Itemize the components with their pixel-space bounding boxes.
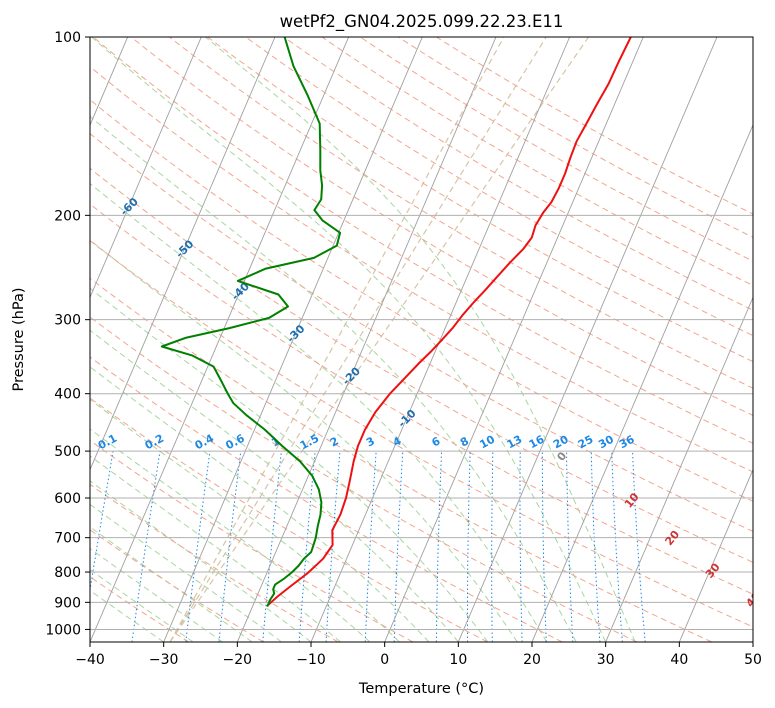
moist-adiabat-line bbox=[90, 569, 194, 642]
moist-adiabat-line bbox=[90, 589, 164, 642]
y-tick-label: 1000 bbox=[45, 622, 81, 638]
dry-adiabat-line bbox=[90, 483, 339, 642]
mixing-ratio-label: 25 bbox=[576, 433, 596, 452]
theta-e-curve bbox=[169, 37, 505, 642]
x-tick-label: 30 bbox=[597, 652, 615, 668]
y-tick-label: 200 bbox=[54, 208, 81, 224]
x-tick-label: −30 bbox=[149, 652, 179, 668]
dry-adiabat-line bbox=[90, 167, 753, 563]
isotherm-line bbox=[605, 296, 753, 642]
theta-e-label: 40 bbox=[743, 589, 763, 609]
moist-adiabat-line bbox=[90, 480, 312, 642]
x-axis: −40 −30 −20 −10 0 10 20 30 40 50 bbox=[75, 642, 762, 668]
skewed-isotherms bbox=[90, 37, 753, 642]
isotherm-line bbox=[236, 37, 497, 642]
moist-adiabat-line bbox=[90, 329, 459, 642]
dry-adiabat-line bbox=[90, 203, 753, 595]
dry-adiabat-line bbox=[130, 37, 753, 417]
dry-adiabat-line bbox=[90, 240, 753, 628]
isotherm-line bbox=[457, 37, 718, 642]
dewpoint-profile-line bbox=[160, 37, 342, 608]
dry-adiabat-line bbox=[169, 37, 753, 389]
x-tick-label: 20 bbox=[523, 652, 541, 668]
x-tick-label: −10 bbox=[296, 652, 326, 668]
moist-adiabat-line bbox=[90, 37, 607, 642]
moist-adiabat-line bbox=[90, 239, 518, 642]
theta-e-curve bbox=[169, 37, 547, 642]
y-tick-label: 300 bbox=[54, 313, 81, 329]
mixing-ratio-line bbox=[131, 451, 161, 642]
dry-adiabat-line bbox=[90, 316, 638, 642]
mixing-ratio-line bbox=[218, 451, 242, 642]
isotherm-line bbox=[90, 37, 350, 642]
y-tick-label: 900 bbox=[54, 595, 81, 611]
isotherm-line bbox=[678, 468, 753, 642]
isotherm-line bbox=[90, 37, 202, 299]
plot-frame bbox=[89, 36, 754, 643]
isotherm-line bbox=[384, 37, 644, 642]
mixing-ratio-label: 13 bbox=[505, 433, 525, 452]
x-tick-label: −20 bbox=[223, 652, 253, 668]
chart-title: wetPf2_GN04.2025.099.22.23.E11 bbox=[280, 12, 564, 32]
y-axis: 100 200 300 400 500 600 700 800 900 1000 bbox=[45, 30, 90, 638]
y-tick-label: 500 bbox=[54, 444, 81, 460]
isotherm-line bbox=[310, 37, 571, 642]
sounding-series bbox=[160, 37, 632, 608]
x-tick-label: 10 bbox=[449, 652, 467, 668]
isotherm-line bbox=[531, 123, 753, 642]
plot-area: 0.10.20.40.611.52346810131620253036-100-… bbox=[90, 37, 763, 642]
y-tick-label: 800 bbox=[54, 565, 81, 581]
mixing-ratio-label: 10 bbox=[477, 433, 497, 452]
moist-adiabat-line bbox=[90, 526, 253, 642]
y-tick-label: 600 bbox=[54, 491, 81, 507]
mixing-ratio-label: 30 bbox=[596, 433, 616, 452]
pressure-gridlines bbox=[90, 37, 753, 630]
dry-adiabat-line bbox=[90, 132, 753, 533]
y-tick-label: 700 bbox=[54, 531, 81, 547]
mixing-ratio-line bbox=[185, 451, 211, 642]
y-tick-label: 400 bbox=[54, 387, 81, 403]
isotherm-line bbox=[163, 37, 423, 642]
moist-adiabat-line bbox=[90, 115, 577, 642]
moist-adiabat-line bbox=[204, 37, 636, 642]
dry-adiabat-line bbox=[90, 439, 414, 642]
mixing-ratio-lines bbox=[90, 451, 646, 642]
mixing-ratio-line bbox=[90, 451, 114, 594]
x-axis-label: Temperature (°C) bbox=[358, 681, 484, 697]
moist-adiabat-line bbox=[90, 547, 223, 642]
mixing-ratio-label: 36 bbox=[617, 433, 637, 452]
moist-adiabat-line bbox=[90, 428, 371, 642]
x-tick-label: 50 bbox=[744, 652, 762, 668]
dry-adiabat-line bbox=[90, 66, 753, 473]
dry-adiabat-line bbox=[92, 37, 753, 444]
x-tick-label: −40 bbox=[75, 652, 105, 668]
temperature-profile-line bbox=[267, 37, 632, 606]
y-tick-label: 100 bbox=[54, 30, 81, 46]
dry-adiabat-line bbox=[90, 356, 563, 642]
dry-adiabat-line bbox=[207, 37, 753, 363]
dry-adiabats bbox=[90, 37, 753, 642]
mixing-ratio-label: 16 bbox=[527, 433, 547, 452]
mixing-ratio-label: 20 bbox=[551, 433, 571, 452]
moist-adiabat-line bbox=[90, 455, 341, 642]
x-tick-label: 40 bbox=[670, 652, 688, 668]
moist-adiabat-line bbox=[90, 398, 400, 642]
y-axis-label: Pressure (hPa) bbox=[11, 287, 27, 391]
x-tick-label: 0 bbox=[380, 652, 389, 668]
isotherm-line bbox=[90, 37, 276, 471]
moist-adiabat-line bbox=[90, 503, 282, 642]
